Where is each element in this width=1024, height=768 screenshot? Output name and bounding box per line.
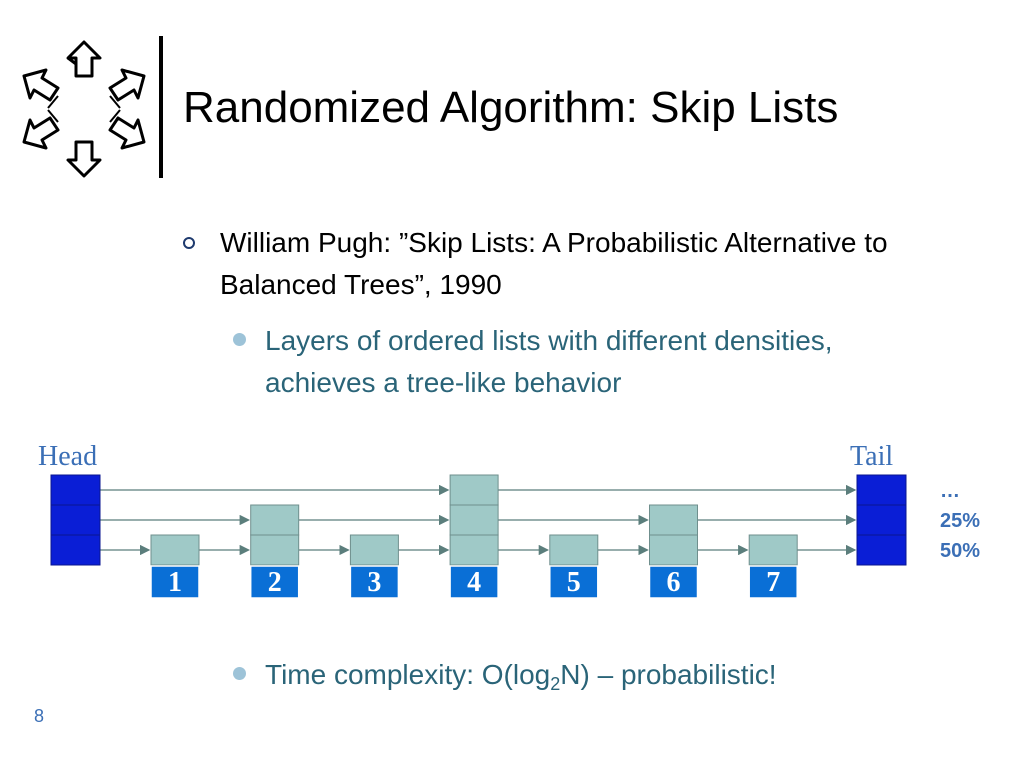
logo-arrow-upper-right bbox=[108, 68, 146, 102]
level-labels: 50% 25% … bbox=[940, 480, 980, 562]
node-key-box bbox=[549, 565, 599, 599]
list-nodes: 1 2 3 4 5 6 7 bbox=[150, 474, 798, 599]
node-key-label: 7 bbox=[766, 567, 780, 598]
node-key-label: 4 bbox=[467, 567, 481, 598]
logo-arrow-lower-right bbox=[108, 116, 146, 150]
node-key-box bbox=[249, 565, 300, 599]
complexity-subscript: 2 bbox=[550, 674, 561, 694]
logo-arrow-upper-left bbox=[22, 68, 60, 102]
node-cell bbox=[250, 504, 300, 536]
node-key-label: 1 bbox=[168, 567, 182, 598]
university-logo bbox=[22, 40, 146, 178]
node-cell bbox=[748, 534, 798, 566]
level-probability-label: … bbox=[940, 480, 960, 502]
dot-bullet-icon bbox=[233, 667, 246, 680]
node-cell bbox=[449, 504, 499, 536]
level-probability-label: 50% bbox=[940, 540, 980, 562]
logo-arrow-bottom bbox=[66, 140, 102, 178]
tail-label: Tail bbox=[850, 441, 893, 472]
level-probability-label: 25% bbox=[940, 510, 980, 532]
node-cell bbox=[649, 504, 698, 536]
tail-cell bbox=[856, 534, 907, 566]
dot-bullet-icon bbox=[233, 333, 246, 346]
node-cell bbox=[449, 474, 499, 506]
node-cell bbox=[449, 534, 499, 566]
page-number: 8 bbox=[34, 706, 45, 726]
node-key-box bbox=[449, 565, 499, 599]
head-cell bbox=[50, 504, 101, 536]
node-key-label: 2 bbox=[268, 567, 282, 598]
bullet-reference-text: William Pugh: ”Skip Lists: A Probabilist… bbox=[220, 227, 888, 300]
node-key-box bbox=[349, 565, 400, 599]
node-key-box bbox=[648, 565, 699, 599]
complexity-suffix: N) – probabilistic! bbox=[560, 659, 777, 690]
node-cell bbox=[349, 534, 399, 566]
head-cell bbox=[50, 534, 101, 566]
pointer-arrows bbox=[75, 484, 857, 556]
bullet-complexity-text: Time complexity: O(log2N) – probabilisti… bbox=[265, 654, 945, 696]
slide-title: Randomized Algorithm: Skip Lists bbox=[183, 83, 839, 132]
complexity-prefix: Time complexity: O(log bbox=[265, 659, 551, 690]
node-key-box bbox=[748, 565, 798, 599]
logo-arrow-top bbox=[66, 40, 102, 78]
tail-cell bbox=[856, 504, 907, 536]
skip-list-diagram: Head Tail 1 2 3 4 5 6 7 50% 25% … bbox=[38, 441, 980, 599]
bullet-layers-text: Layers of ordered lists with different d… bbox=[265, 325, 833, 398]
node-key-box bbox=[150, 565, 200, 599]
node-key-label: 5 bbox=[567, 567, 581, 598]
node-cell bbox=[150, 534, 200, 566]
head-label: Head bbox=[38, 441, 97, 472]
title-divider bbox=[159, 36, 163, 178]
hollow-bullet-icon bbox=[183, 237, 195, 249]
tail-cell bbox=[856, 474, 907, 506]
node-cell bbox=[250, 534, 300, 566]
logo-arrow-lower-left bbox=[22, 116, 60, 150]
node-cell bbox=[549, 534, 599, 566]
node-key-label: 3 bbox=[367, 567, 381, 598]
node-key-label: 6 bbox=[667, 567, 681, 598]
sentinel-nodes bbox=[50, 474, 907, 566]
head-cell bbox=[50, 474, 101, 506]
node-cell bbox=[649, 534, 698, 566]
